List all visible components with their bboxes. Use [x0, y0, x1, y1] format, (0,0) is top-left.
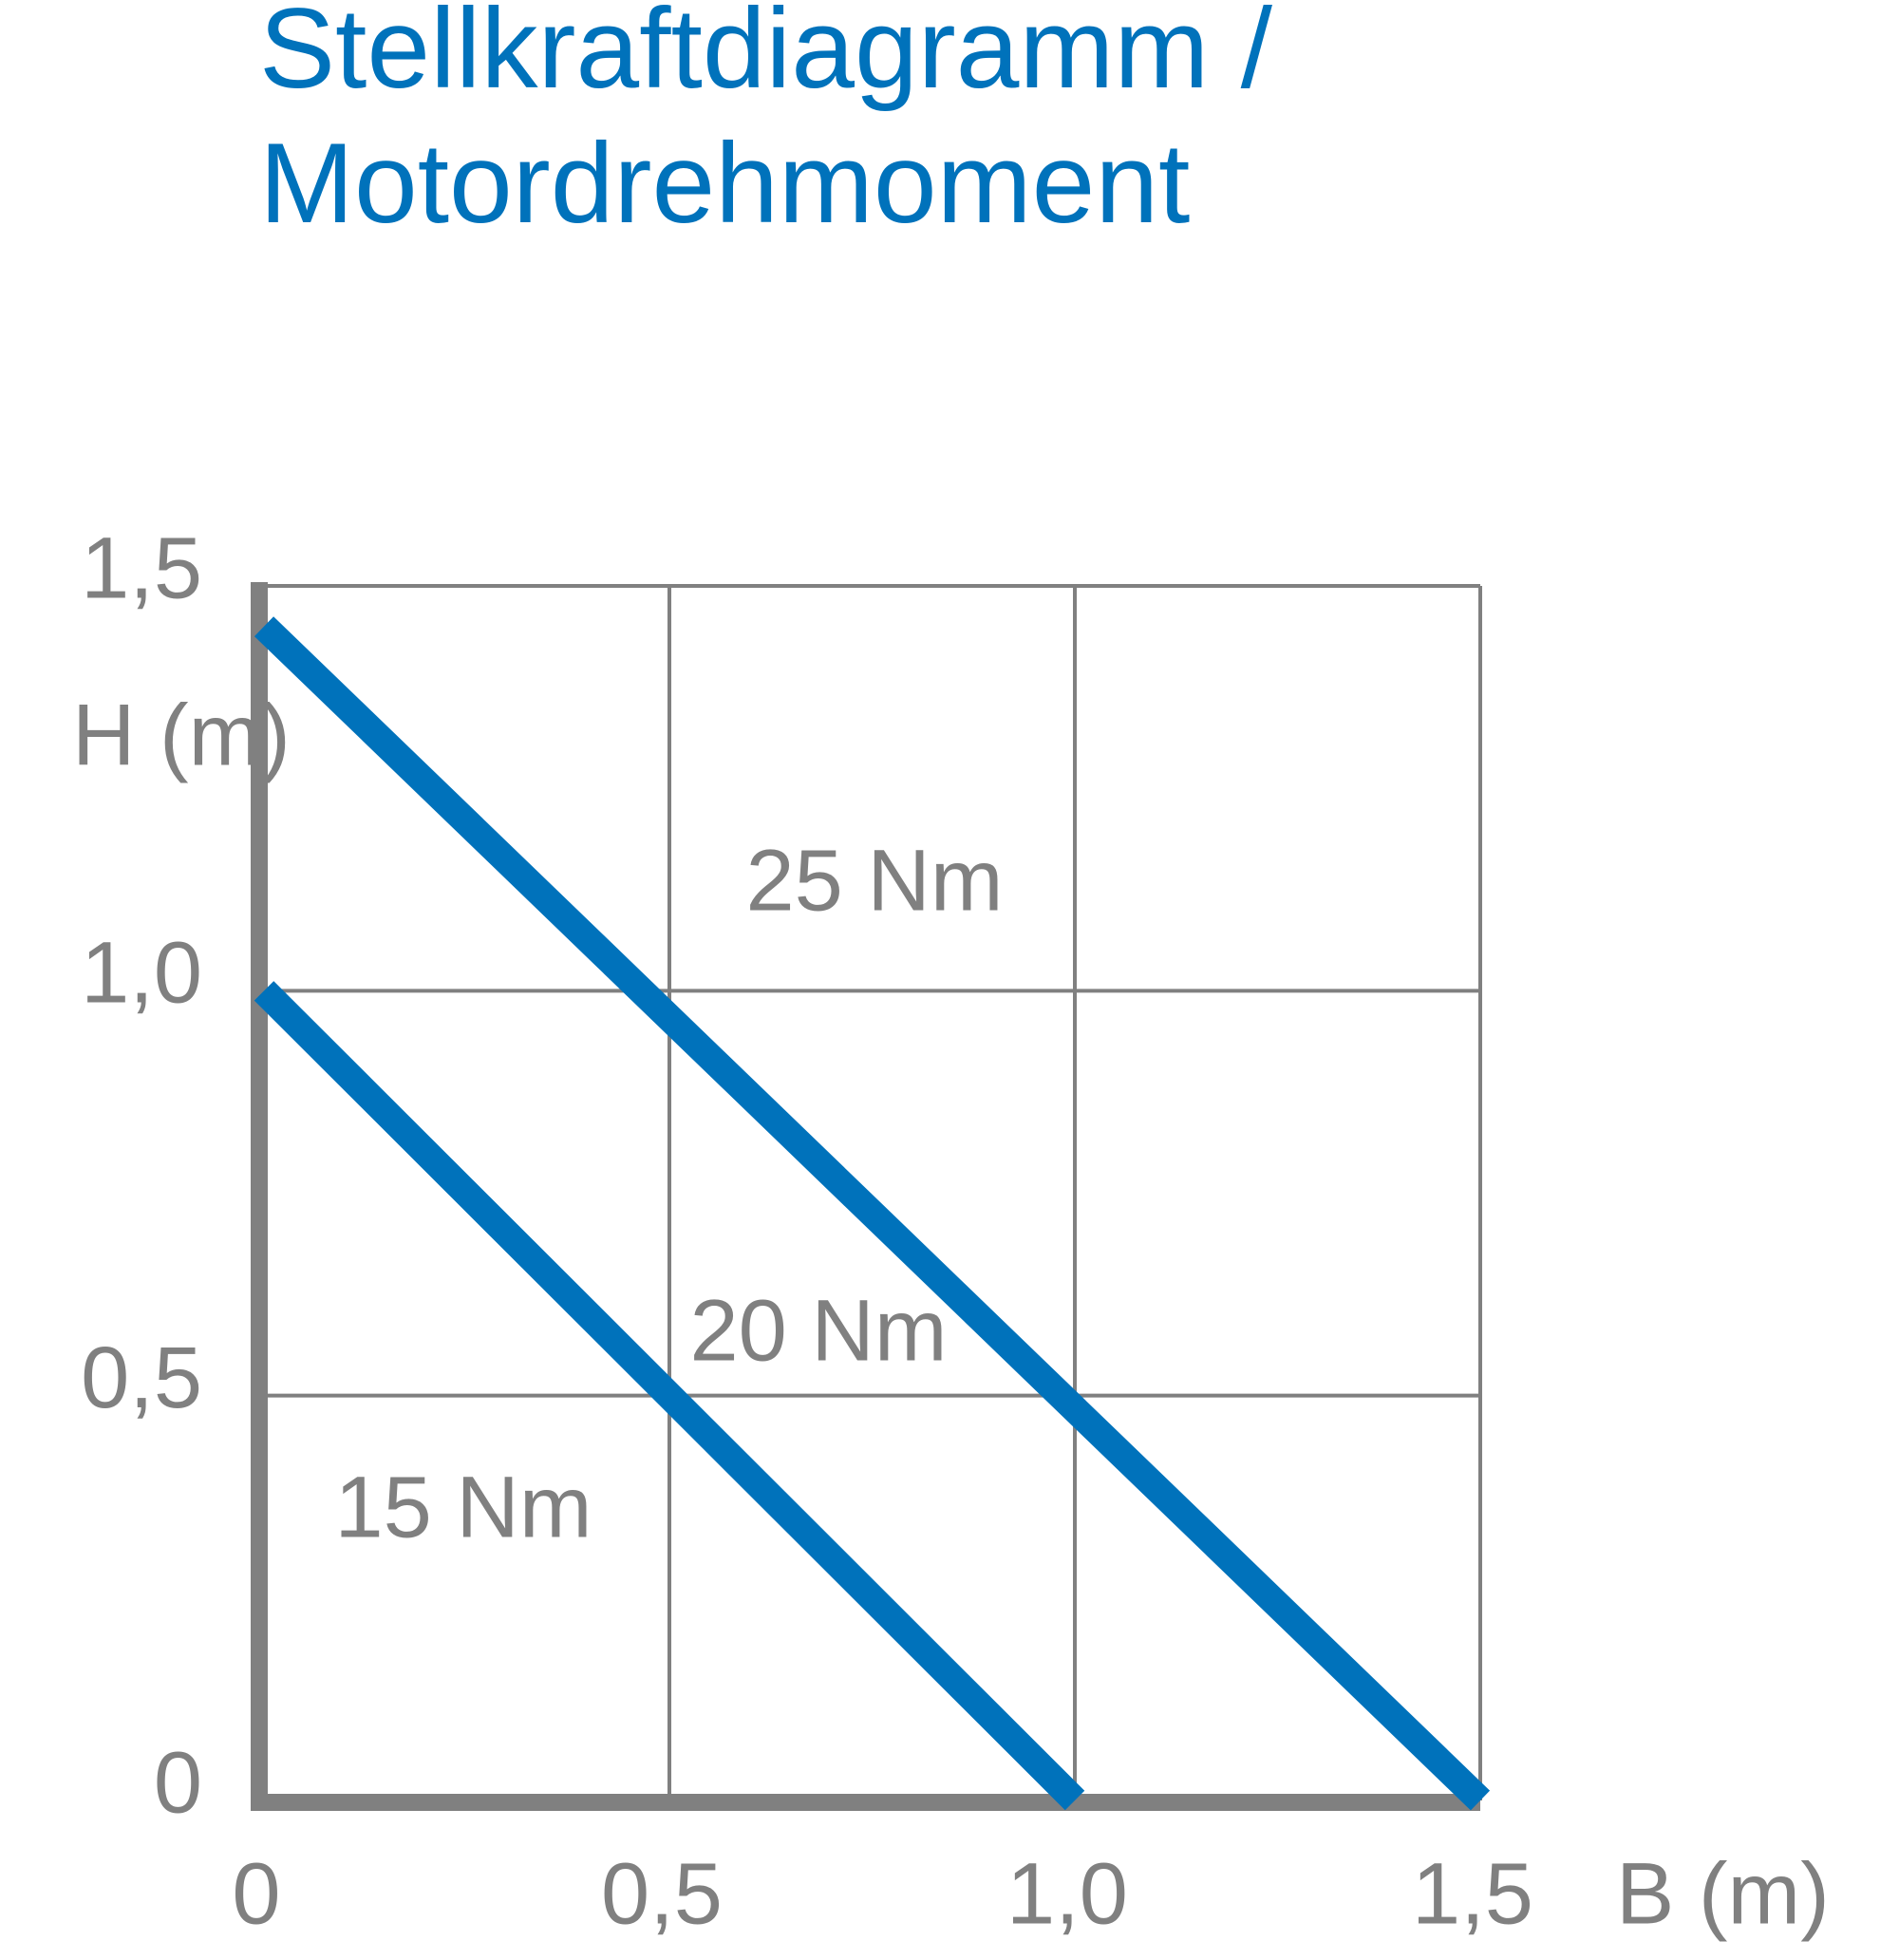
- chart-title: Stellkraftdiagramm /: [259, 0, 1273, 112]
- line: [254, 981, 1085, 1811]
- x-tick-label: 1,5: [1412, 1845, 1533, 1942]
- line: [254, 616, 1491, 1811]
- x-tick-label: 0: [232, 1845, 280, 1942]
- y-tick-label: 0,5: [81, 1329, 202, 1426]
- annotation: 15 Nm: [335, 1459, 592, 1555]
- annotation: 20 Nm: [690, 1282, 948, 1379]
- x-axis-label: B (m): [1616, 1845, 1830, 1942]
- y-tick-label: 1,5: [81, 519, 202, 616]
- x-tick-label: 1,0: [1006, 1845, 1128, 1942]
- y-tick-label: 1,0: [81, 925, 202, 1022]
- x-tick-label: 0,5: [601, 1845, 723, 1942]
- annotation: 25 Nm: [746, 832, 1004, 929]
- y-axis-label: H (m): [72, 687, 291, 783]
- chart-title: Motordrehmoment: [259, 120, 1190, 247]
- y-tick-label: 0: [154, 1734, 202, 1831]
